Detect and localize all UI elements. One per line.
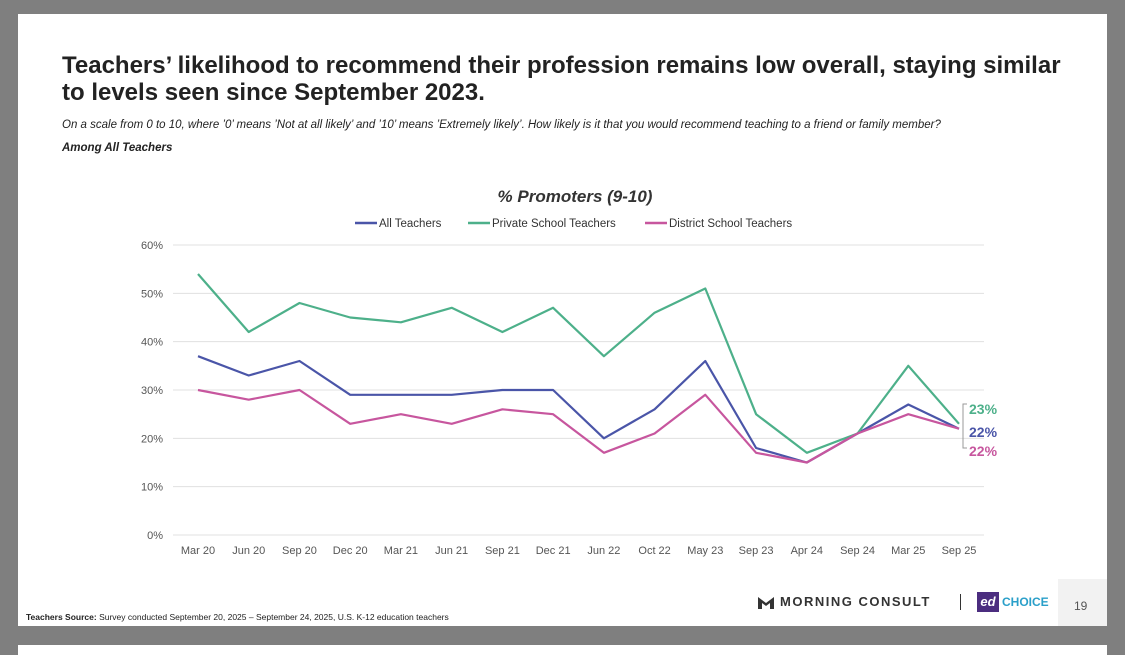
- slide: Teachers’ likelihood to recommend their …: [18, 14, 1107, 626]
- x-axis: Mar 20 Jun 20 Sep 20 Dec 20 Mar 21 Jun 21 Sep …: [181, 545, 977, 557]
- y-tick-label: 60%: [141, 240, 163, 252]
- x-tick-label: Sep 21: [485, 545, 520, 557]
- end-label: 23%: [969, 401, 998, 417]
- survey-question: On a scale from 0 to 10, where ’0’ means…: [62, 119, 941, 131]
- y-tick-label: 50%: [141, 288, 163, 300]
- morning-consult-wordmark: MORNING CONSULT: [780, 594, 931, 609]
- series-line: [197, 355, 960, 464]
- end-label: 22%: [969, 424, 998, 440]
- y-tick-label: 0%: [147, 530, 163, 542]
- x-tick-label: Mar 21: [384, 545, 418, 557]
- x-tick-label: Mar 20: [181, 545, 215, 557]
- end-labels: 23% 22% 22%: [962, 401, 998, 459]
- y-tick-label: 10%: [141, 482, 163, 494]
- legend-label: District School Teachers: [669, 218, 792, 230]
- x-tick-label: Dec 21: [536, 545, 571, 557]
- y-axis: 0% 10% 20% 30% 40% 50% 60%: [141, 240, 163, 542]
- end-label: 22%: [969, 443, 998, 459]
- line-chart: % Promoters (9-10) All Teachers Private S…: [141, 187, 998, 557]
- x-tick-label: Apr 24: [791, 545, 823, 557]
- logo-divider: [960, 594, 961, 610]
- source-label: Teachers Source:: [26, 612, 97, 622]
- x-tick-label: Sep 25: [942, 545, 977, 557]
- y-tick-label: 20%: [141, 433, 163, 445]
- page-number: 19: [1074, 599, 1088, 613]
- y-tick-label: 30%: [141, 385, 163, 397]
- end-label-bracket: [962, 403, 967, 449]
- series-line: [197, 388, 960, 464]
- x-tick-label: Sep 20: [282, 545, 317, 557]
- legend-label: All Teachers: [379, 218, 442, 230]
- edchoice-logo: ed CHOICE: [977, 592, 1049, 612]
- source-text: Survey conducted September 20, 2025 – Se…: [96, 612, 449, 622]
- x-tick-label: Sep 23: [739, 545, 774, 557]
- y-tick-label: 40%: [141, 337, 163, 349]
- morning-consult-logo: MORNING CONSULT: [758, 594, 931, 609]
- subgroup-label: Among All Teachers: [62, 142, 173, 154]
- x-tick-label: Sep 24: [840, 545, 875, 557]
- page-number-box: [1058, 579, 1107, 626]
- chart-legend: All Teachers Private School Teachers Distr…: [355, 218, 792, 230]
- x-tick-label: May 23: [687, 545, 723, 557]
- x-tick-label: Jun 22: [587, 545, 620, 557]
- source-note: Teachers Source: Survey conducted Septem…: [26, 612, 449, 622]
- next-slide-edge: [18, 645, 1107, 655]
- morning-consult-m-icon: [758, 596, 774, 609]
- chart-series: [197, 273, 960, 464]
- chart-gridlines: [173, 244, 984, 536]
- edchoice-ed-mark: ed: [977, 592, 999, 612]
- slide-title: Teachers’ likelihood to recommend their …: [62, 52, 1061, 106]
- x-tick-label: Oct 22: [638, 545, 670, 557]
- x-tick-label: Jun 21: [435, 545, 468, 557]
- x-tick-label: Dec 20: [333, 545, 368, 557]
- chart-title: % Promoters (9-10): [498, 187, 653, 206]
- legend-label: Private School Teachers: [492, 218, 616, 230]
- x-tick-label: Jun 20: [232, 545, 265, 557]
- x-tick-label: Mar 25: [891, 545, 925, 557]
- edchoice-wordmark: CHOICE: [1002, 595, 1049, 609]
- series-line: [197, 273, 960, 454]
